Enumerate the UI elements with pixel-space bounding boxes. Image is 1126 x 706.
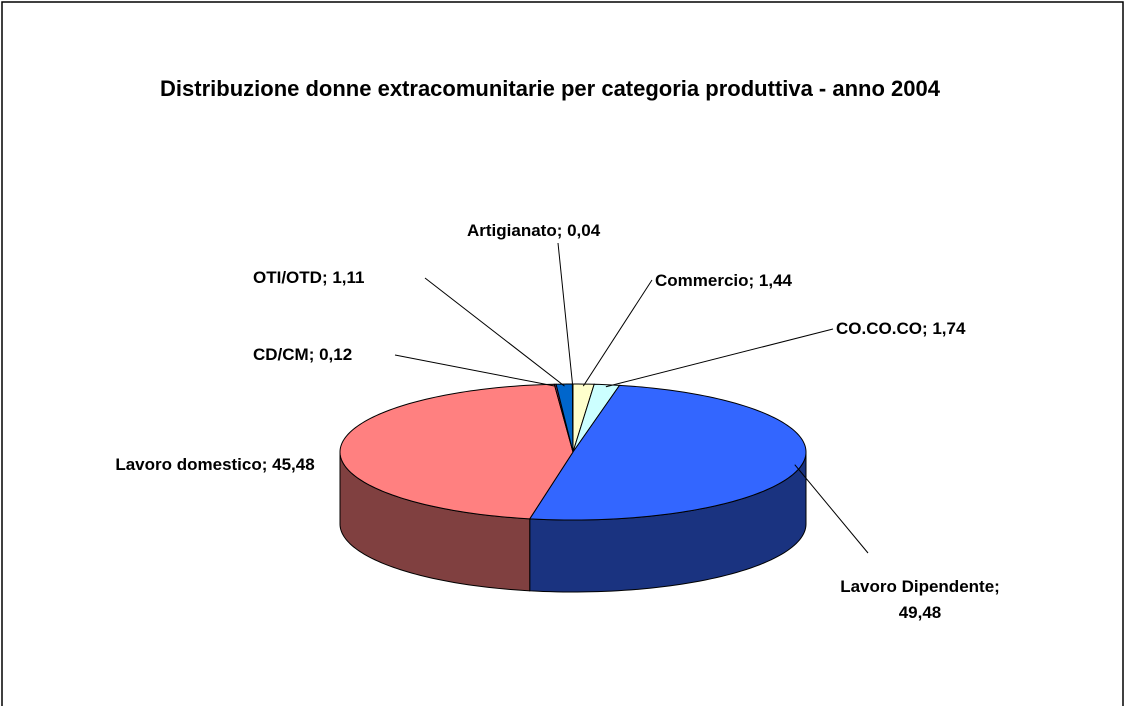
slice	[571, 383, 574, 453]
data-label: CD/CM; 0,12	[253, 345, 353, 364]
slice	[339, 383, 574, 520]
data-label: OTI/OTD; 1,11	[253, 268, 365, 287]
leader-line	[557, 242, 574, 387]
data-label: CO.CO.CO; 1,74	[836, 319, 966, 338]
slice	[528, 384, 807, 521]
leader-line	[582, 279, 653, 387]
leader-line	[394, 354, 556, 387]
data-label: Lavoro domestico; 45,48	[115, 455, 315, 474]
leader-line	[794, 464, 869, 554]
leader-line	[424, 277, 565, 387]
data-label: Artigianato; 0,04	[467, 221, 601, 240]
leader-line	[605, 328, 834, 388]
data-label: Lavoro Dipendente; 49,48	[840, 577, 1000, 622]
chart-title: Distribuzione donne extracomunitarie per…	[160, 76, 940, 101]
data-label: Commercio; 1,44	[655, 271, 792, 290]
